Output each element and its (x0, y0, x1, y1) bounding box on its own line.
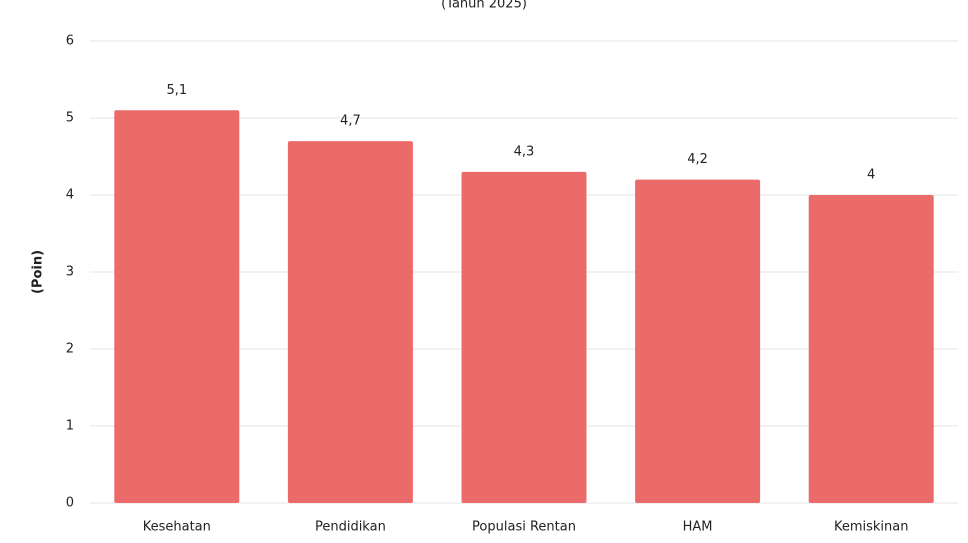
y-tick-label: 2 (66, 342, 74, 357)
x-tick-label: Pendidikan (315, 520, 386, 535)
y-tick-label: 6 (66, 34, 74, 49)
value-label: 4 (867, 168, 875, 183)
value-label: 4,2 (687, 152, 708, 167)
x-tick-label: Populasi Rentan (472, 520, 576, 535)
bar (287, 141, 413, 503)
y-tick-label: 1 (66, 419, 74, 434)
chart-subtitle: (Tahun 2025) (441, 0, 527, 12)
bar (635, 179, 761, 503)
y-tick-label: 0 (66, 496, 74, 511)
value-label: 4,7 (340, 114, 361, 129)
value-label: 4,3 (514, 144, 535, 159)
bar (114, 110, 240, 504)
x-tick-label: Kesehatan (143, 520, 211, 535)
y-axis-label: (Poin) (31, 250, 46, 294)
y-tick-label: 5 (66, 111, 74, 126)
value-label: 5,1 (166, 83, 187, 98)
y-tick-label: 3 (66, 265, 74, 280)
y-tick-label: 4 (66, 188, 74, 203)
bar (461, 171, 587, 503)
x-tick-label: HAM (683, 520, 713, 535)
bar (808, 195, 934, 503)
x-tick-label: Kemiskinan (834, 520, 909, 535)
